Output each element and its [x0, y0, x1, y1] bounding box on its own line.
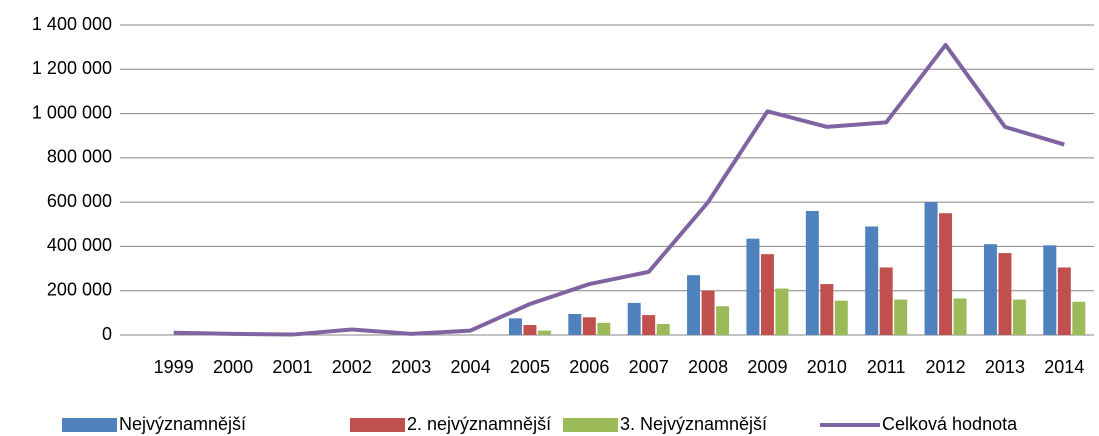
- legend-label: 2. nejvýznamnější: [407, 414, 551, 434]
- legend-swatch: [350, 418, 405, 432]
- legend-swatch: [563, 418, 618, 432]
- bar: [642, 315, 656, 335]
- bar: [834, 300, 848, 335]
- x-tick-label: 2011: [867, 357, 906, 377]
- bar: [760, 254, 774, 335]
- bar: [879, 267, 893, 335]
- bar: [627, 302, 641, 335]
- y-tick-label: 600 000: [47, 191, 112, 211]
- bar: [656, 323, 670, 335]
- y-tick-label: 0: [102, 324, 112, 344]
- x-tick-label: 2000: [213, 357, 253, 377]
- bar: [894, 299, 908, 335]
- y-tick-label: 400 000: [47, 235, 112, 255]
- y-tick-label: 1 000 000: [32, 102, 112, 122]
- legend-label: 3. Nejvýznamnější: [620, 414, 767, 434]
- x-tick-label: 2013: [985, 357, 1025, 377]
- legend-label: Nejvýznamnější: [119, 414, 246, 434]
- bar: [1043, 245, 1057, 335]
- bar: [998, 253, 1012, 335]
- x-tick-label: 2004: [451, 357, 491, 377]
- x-tick-label: 2002: [332, 357, 372, 377]
- bar: [924, 202, 938, 335]
- x-tick-label: 2007: [629, 357, 669, 377]
- x-tick-label: 2001: [272, 357, 312, 377]
- x-tick-label: 2006: [569, 357, 609, 377]
- bar: [953, 298, 967, 335]
- y-tick-label: 200 000: [47, 279, 112, 299]
- x-tick-label: 2005: [510, 357, 550, 377]
- bar: [568, 313, 582, 335]
- bar: [939, 213, 953, 335]
- bar: [1072, 301, 1086, 335]
- bar: [687, 275, 701, 335]
- bar: [820, 284, 834, 335]
- bar: [716, 306, 730, 335]
- x-tick-label: 2014: [1044, 357, 1084, 377]
- bar: [1012, 299, 1026, 335]
- bar: [537, 330, 551, 335]
- legend-swatch: [62, 418, 117, 432]
- x-tick-label: 2010: [807, 357, 847, 377]
- line: [173, 42, 1065, 337]
- x-tick-label: 2003: [391, 357, 431, 377]
- x-tick-label: 1999: [154, 357, 194, 377]
- x-tick-label: 2012: [926, 357, 966, 377]
- bar: [983, 244, 997, 335]
- y-tick-label: 800 000: [47, 147, 112, 167]
- bar: [701, 290, 715, 335]
- y-tick-label: 1 200 000: [32, 58, 112, 78]
- bar: [1057, 267, 1071, 335]
- bar: [597, 322, 611, 335]
- bar: [582, 317, 596, 335]
- legend-label: Celková hodnota: [882, 414, 1018, 434]
- bar: [508, 318, 522, 335]
- bar: [865, 226, 879, 335]
- x-tick-label: 2008: [688, 357, 728, 377]
- y-tick-label: 1 400 000: [32, 14, 112, 34]
- bar: [746, 238, 760, 335]
- bar: [775, 288, 789, 335]
- bar: [805, 211, 819, 335]
- bar: [523, 325, 537, 335]
- x-tick-label: 2009: [747, 357, 787, 377]
